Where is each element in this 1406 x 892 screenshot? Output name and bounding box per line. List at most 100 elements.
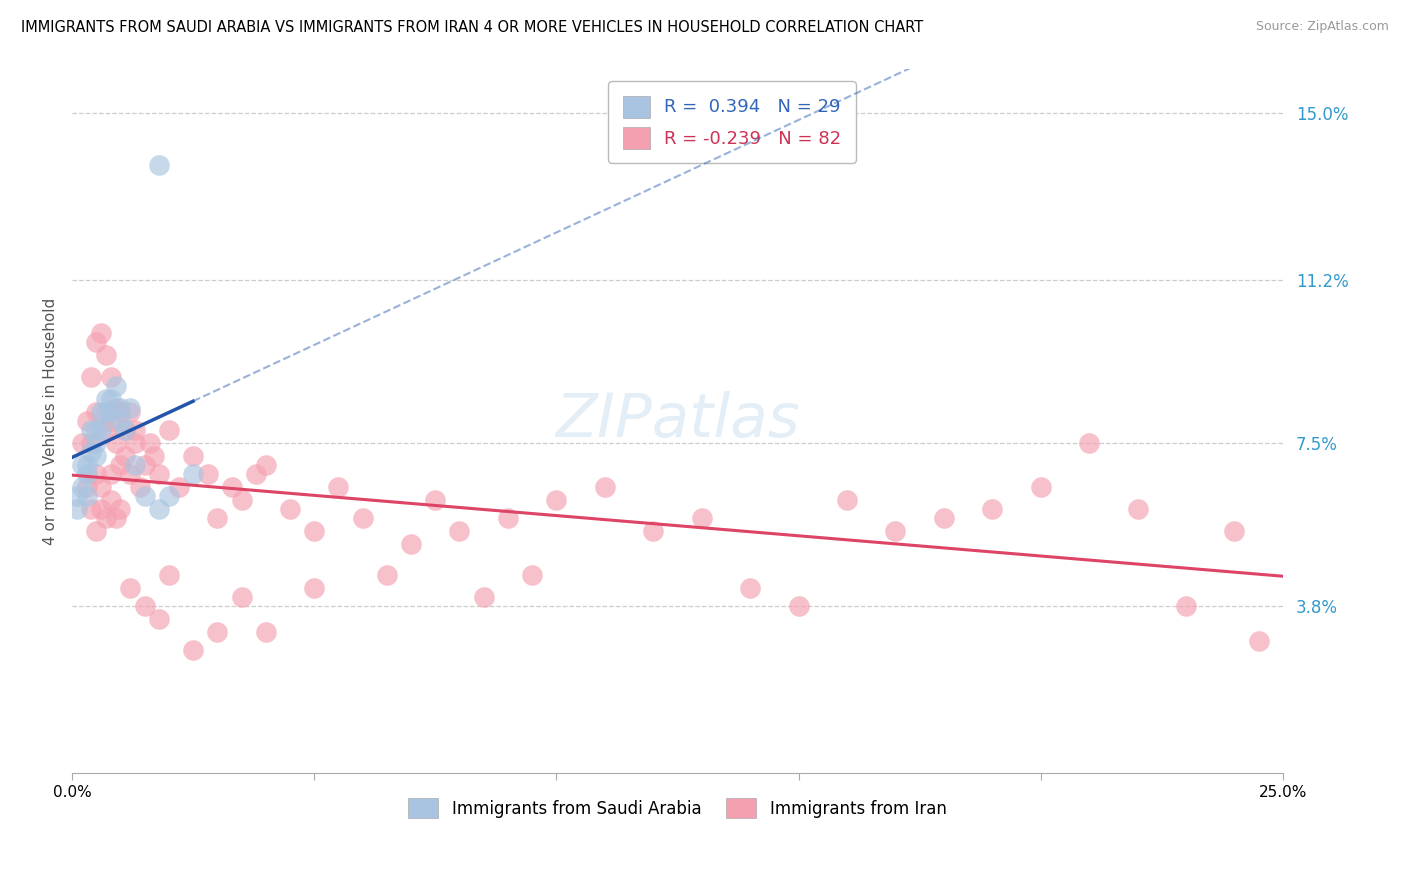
Point (1223, 524, 1246, 538)
Point (90, 480, 112, 494)
Point (94, 348, 117, 362)
Point (207, 511, 229, 525)
Point (76, 414, 98, 428)
Point (643, 524, 665, 538)
Point (181, 449, 204, 463)
Point (148, 467, 170, 481)
Point (70, 458, 93, 472)
Point (90, 326, 112, 340)
Point (120, 405, 142, 419)
Point (375, 568, 398, 582)
Text: Source: ZipAtlas.com: Source: ZipAtlas.com (1256, 20, 1389, 33)
Point (1126, 502, 1149, 516)
Point (245, 467, 267, 481)
Point (787, 599, 810, 613)
Point (134, 489, 156, 503)
Point (94, 392, 117, 406)
Point (1175, 599, 1198, 613)
Point (110, 414, 132, 428)
Point (197, 467, 219, 481)
Point (76, 467, 98, 481)
Point (148, 158, 170, 172)
Point (76, 489, 98, 503)
Point (181, 467, 204, 481)
Point (104, 511, 127, 525)
Point (1247, 634, 1270, 648)
Point (104, 378, 127, 392)
Point (124, 436, 146, 450)
Point (104, 436, 127, 450)
Text: ZIPatlas: ZIPatlas (555, 392, 800, 450)
Point (90, 423, 112, 437)
Point (302, 582, 325, 596)
Point (84, 449, 107, 463)
Point (254, 458, 277, 472)
Point (278, 502, 301, 516)
Point (157, 423, 180, 437)
Point (124, 458, 146, 472)
Point (148, 502, 170, 516)
Point (143, 449, 166, 463)
Point (80, 370, 103, 384)
Point (66, 489, 89, 503)
Point (100, 370, 122, 384)
Point (94, 423, 117, 437)
Point (110, 458, 132, 472)
Point (138, 436, 160, 450)
Point (207, 625, 229, 640)
Point (80, 423, 103, 437)
Point (157, 568, 180, 582)
Point (1078, 436, 1101, 450)
Point (100, 467, 122, 481)
Point (70, 436, 93, 450)
Point (399, 537, 422, 551)
Point (231, 493, 253, 508)
Point (84, 436, 107, 450)
Point (110, 405, 132, 419)
Point (738, 582, 761, 596)
Point (120, 582, 142, 596)
Point (84, 467, 107, 481)
Point (84, 524, 107, 538)
Point (100, 493, 122, 508)
Point (120, 401, 142, 415)
Point (84, 405, 107, 419)
Point (449, 524, 471, 538)
Point (546, 493, 568, 508)
Point (496, 511, 519, 525)
Text: IMMIGRANTS FROM SAUDI ARABIA VS IMMIGRANTS FROM IRAN 4 OR MORE VEHICLES IN HOUSE: IMMIGRANTS FROM SAUDI ARABIA VS IMMIGRAN… (21, 20, 924, 35)
Point (472, 591, 495, 605)
Point (114, 449, 136, 463)
Point (690, 511, 713, 525)
Point (84, 334, 107, 349)
Point (328, 480, 350, 494)
Point (148, 612, 170, 626)
Point (94, 405, 117, 419)
Point (90, 405, 112, 419)
Point (110, 401, 132, 415)
Point (80, 502, 103, 516)
Point (231, 591, 253, 605)
Point (932, 511, 955, 525)
Point (80, 445, 103, 459)
Point (124, 423, 146, 437)
Point (425, 493, 447, 508)
Point (128, 480, 150, 494)
Point (80, 436, 103, 450)
Point (181, 643, 204, 657)
Point (1029, 480, 1052, 494)
Point (134, 599, 156, 613)
Point (70, 480, 93, 494)
Point (884, 524, 907, 538)
Point (94, 511, 117, 525)
Point (84, 423, 107, 437)
Point (167, 480, 190, 494)
Point (120, 467, 142, 481)
Y-axis label: 4 or more Vehicles in Household: 4 or more Vehicles in Household (44, 297, 58, 545)
Point (221, 480, 243, 494)
Point (76, 480, 98, 494)
Point (100, 414, 122, 428)
Point (66, 502, 89, 516)
Point (114, 423, 136, 437)
Point (114, 423, 136, 437)
